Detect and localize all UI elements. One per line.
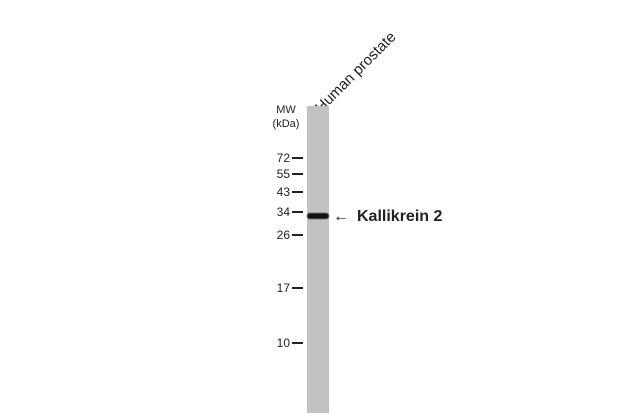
- marker-tick: [292, 234, 303, 236]
- marker-label: 72: [276, 151, 290, 165]
- protein-band: [307, 213, 329, 219]
- marker-label: 10: [276, 336, 290, 350]
- marker-tick: [292, 287, 303, 289]
- marker-tick: [292, 342, 303, 344]
- mw-title: MW: [276, 104, 296, 116]
- lane-label: Human prostate: [312, 28, 400, 117]
- marker-label: 34: [276, 205, 290, 219]
- marker-tick: [292, 211, 303, 213]
- marker-label: 26: [276, 228, 290, 242]
- marker-tick: [292, 173, 303, 175]
- marker-label: 17: [276, 281, 290, 295]
- mw-label: MW (kDa): [266, 103, 306, 131]
- band-label: Kallikrein 2: [357, 208, 443, 225]
- marker-label: 43: [276, 185, 290, 199]
- marker-tick: [292, 157, 303, 159]
- mw-unit: (kDa): [272, 118, 300, 130]
- marker-label: 55: [276, 167, 290, 181]
- arrow-left-icon: ←: [333, 208, 349, 225]
- blot-lane: [307, 106, 329, 413]
- marker-tick: [292, 191, 303, 193]
